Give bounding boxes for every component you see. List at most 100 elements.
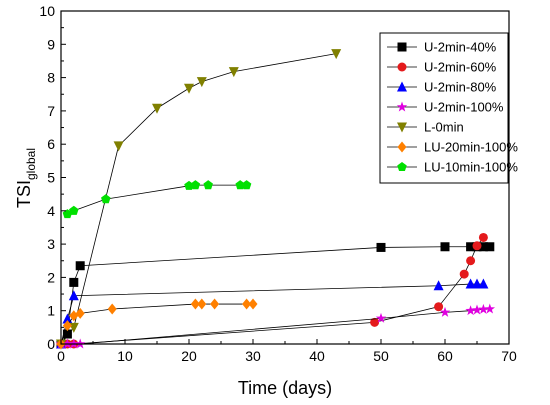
legend-entry: U-2min-40% (387, 40, 497, 55)
y-tick-label: 2 (47, 269, 55, 285)
series-4 (55, 303, 496, 349)
legend-marker (396, 101, 408, 112)
series-6 (56, 298, 258, 350)
data-point (433, 280, 444, 291)
data-point (375, 312, 387, 323)
legend-entry: U-2min-80% (387, 80, 497, 95)
y-tick-label: 0 (47, 336, 55, 352)
data-point (376, 242, 386, 252)
y-tick-label: 8 (47, 70, 55, 86)
data-point (196, 77, 207, 88)
data-point (478, 242, 488, 252)
data-point (75, 261, 85, 271)
y-axis-label-sub: global (24, 148, 38, 180)
data-point (68, 290, 79, 301)
data-point (471, 304, 483, 315)
y-tick-label: 7 (47, 103, 55, 119)
legend-label: U-2min-80% (424, 80, 497, 95)
series-line (67, 184, 247, 215)
data-point (210, 298, 220, 310)
series-line (61, 308, 490, 345)
data-point (472, 278, 482, 289)
legend-marker (397, 81, 407, 92)
series-5 (56, 49, 342, 350)
data-point (440, 242, 450, 252)
legend-entry: U-2min-100% (387, 100, 504, 115)
legend-label: U-2min-60% (424, 60, 497, 75)
y-axis-label: TSIglobal (14, 148, 38, 208)
series-7 (62, 180, 252, 219)
data-point (101, 194, 111, 204)
data-point (235, 180, 245, 190)
x-axis-label: Time (days) (238, 378, 332, 398)
data-point (241, 180, 252, 190)
legend: U-2min-40% U-2min-60% U-2min-80% U-2min-100… (379, 32, 518, 184)
data-point (472, 241, 482, 251)
y-tick-label: 3 (47, 236, 55, 252)
data-point (370, 317, 380, 327)
legend-label: U-2min-40% (424, 40, 497, 55)
legend-entry: LU-10min-100% (387, 160, 518, 175)
series-layer (55, 49, 496, 350)
data-point (434, 302, 444, 312)
x-tick-label: 40 (309, 348, 325, 364)
y-tick-label: 5 (47, 170, 55, 186)
data-point (62, 320, 72, 332)
data-point (478, 278, 489, 289)
series-1 (56, 242, 495, 349)
series-line (60, 53, 337, 345)
series-line (60, 283, 484, 345)
data-point (439, 306, 451, 317)
data-point (242, 298, 252, 310)
x-tick-label: 10 (117, 348, 133, 364)
data-point (331, 49, 342, 60)
data-point (466, 256, 476, 266)
data-point (478, 303, 489, 314)
data-point (485, 242, 495, 252)
legend-marker (397, 141, 407, 153)
data-point (69, 205, 79, 215)
series-2 (56, 232, 488, 349)
data-point (152, 103, 162, 114)
y-tick-label: 4 (47, 203, 55, 219)
data-point (197, 298, 207, 310)
legend-label: LU-20min-100% (424, 140, 518, 155)
legend-marker (397, 42, 407, 52)
data-point (465, 278, 476, 289)
data-point (184, 83, 194, 94)
legend-marker (397, 122, 407, 133)
data-point (228, 67, 239, 78)
data-point (465, 305, 476, 316)
legend-entry: LU-20min-100% (387, 140, 518, 155)
data-point (107, 303, 117, 315)
data-point (113, 141, 124, 152)
legend-label: L-0min (424, 120, 464, 135)
x-tick-label: 50 (373, 348, 389, 364)
legend-label: U-2min-100% (424, 100, 504, 115)
data-point (75, 307, 85, 319)
y-tick-label: 6 (47, 136, 55, 152)
series-line (60, 303, 253, 345)
data-point (190, 298, 200, 310)
x-tick-label: 60 (437, 348, 453, 364)
y-axis-label-main: TSI (14, 180, 34, 208)
data-point (62, 313, 73, 324)
data-point (62, 329, 72, 339)
x-tick-label: 20 (181, 348, 197, 364)
series-3 (56, 278, 489, 349)
data-point (466, 242, 476, 252)
x-tick-label: 30 (245, 348, 261, 364)
x-tick-label: 0 (57, 348, 65, 364)
legend-entry: U-2min-60% (387, 60, 497, 75)
legend-entry: L-0min (387, 120, 464, 135)
data-point (484, 303, 496, 314)
x-tick-label: 70 (501, 348, 517, 364)
data-point (69, 277, 79, 287)
data-point (248, 298, 258, 310)
y-tick-label: 9 (47, 36, 55, 52)
ticks-layer: 0 10 20 30 40 50 60 70 0 1 2 3 4 5 6 7 8 9 10 (39, 3, 517, 364)
data-point (203, 180, 213, 190)
data-point (478, 232, 488, 242)
data-point (459, 269, 469, 279)
